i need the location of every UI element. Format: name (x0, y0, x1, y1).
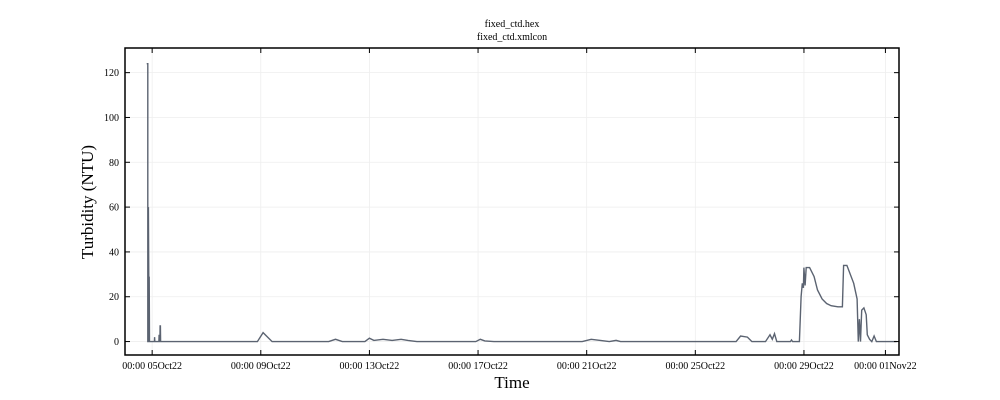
y-tick-label: 120 (104, 68, 119, 79)
plot-frame (124, 47, 900, 356)
y-tick-label: 20 (109, 292, 119, 303)
turbidity-series-line (146, 63, 897, 343)
x-tick-label: 00:00 05Oct22 (122, 361, 182, 372)
y-axis-label: Turbidity (NTU) (78, 145, 97, 259)
grid (125, 48, 899, 355)
tick-labels: 0 20 40 60 80 100 120 00:00 05Oct22 00:00 09Oct2… (104, 68, 917, 372)
x-tick-label: 00:00 21Oct22 (557, 361, 617, 372)
x-tick-label: 00:00 09Oct22 (231, 361, 291, 372)
axis-ticks (125, 48, 899, 355)
x-tick-label: 00:00 01Nov22 (854, 361, 917, 372)
y-tick-label: 80 (109, 158, 119, 169)
x-tick-label: 00:00 29Oct22 (774, 361, 834, 372)
y-tick-label: 0 (114, 337, 119, 348)
chart-title-line-2: fixed_ctd.xmlcon (477, 32, 547, 43)
chart-title-line-1: fixed_ctd.hex (485, 19, 540, 30)
x-tick-label: 00:00 25Oct22 (665, 361, 725, 372)
x-tick-label: 00:00 13Oct22 (340, 361, 400, 372)
x-axis-label: Time (494, 373, 529, 392)
y-tick-label: 60 (109, 203, 119, 214)
x-tick-label: 00:00 17Oct22 (448, 361, 508, 372)
y-tick-label: 40 (109, 247, 119, 258)
y-tick-label: 100 (104, 113, 119, 124)
